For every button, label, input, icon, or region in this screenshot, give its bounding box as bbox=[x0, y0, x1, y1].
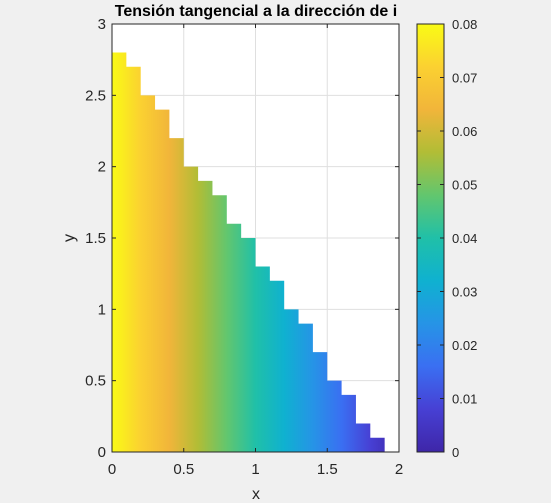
colorbar-tick-label: 0.08 bbox=[452, 17, 477, 32]
heatmap-column-1 bbox=[126, 67, 140, 452]
x-tick-label: 1 bbox=[251, 461, 259, 478]
x-axis-label: x bbox=[252, 486, 260, 503]
x-tick-label: 2 bbox=[395, 461, 403, 478]
y-tick-label: 1 bbox=[98, 301, 106, 318]
heatmap-column-6 bbox=[198, 181, 212, 452]
y-tick-label: 2.5 bbox=[85, 87, 106, 104]
heatmap-column-4 bbox=[169, 138, 183, 452]
y-tick-label: 0 bbox=[98, 444, 106, 461]
heatmap-column-8 bbox=[227, 224, 241, 452]
heatmap-column-3 bbox=[155, 110, 169, 452]
heatmap-column-18 bbox=[370, 438, 384, 452]
x-tick-label: 1.5 bbox=[317, 461, 338, 478]
heatmap-column-14 bbox=[313, 352, 327, 452]
colorbar-tick-label: 0.07 bbox=[452, 71, 477, 86]
heatmap-column-16 bbox=[342, 395, 356, 452]
y-tick-label: 3 bbox=[98, 16, 106, 33]
heatmap-column-15 bbox=[327, 381, 341, 452]
y-tick-label: 2 bbox=[98, 159, 106, 176]
colorbar-tick-label: 0.03 bbox=[452, 285, 477, 300]
heatmap-column-10 bbox=[256, 267, 270, 452]
heatmap-column-5 bbox=[184, 167, 198, 452]
heatmap-column-9 bbox=[241, 238, 255, 452]
x-tick-label: 0 bbox=[108, 461, 116, 478]
heatmap-column-7 bbox=[212, 195, 226, 452]
y-axis-label: y bbox=[61, 234, 78, 242]
heatmap-column-2 bbox=[141, 95, 155, 452]
heatmap-column-11 bbox=[270, 281, 284, 452]
colorbar-tick-label: 0.06 bbox=[452, 124, 477, 139]
colorbar-tick-label: 0.02 bbox=[452, 338, 477, 353]
colorbar-tick-label: 0.04 bbox=[452, 231, 477, 246]
colorbar bbox=[416, 23, 445, 453]
y-tick-label: 0.5 bbox=[85, 373, 106, 390]
colorbar-tick-label: 0.01 bbox=[452, 392, 477, 407]
heatmap-column-12 bbox=[284, 309, 298, 452]
x-tick-label: 0.5 bbox=[173, 461, 194, 478]
y-tick-label: 1.5 bbox=[85, 230, 106, 247]
heatmap-column-0 bbox=[112, 53, 126, 452]
colorbar-tick-label: 0.05 bbox=[452, 178, 477, 193]
colorbar-tick-label: 0 bbox=[452, 445, 459, 460]
heatmap-column-13 bbox=[299, 324, 313, 452]
heatmap-column-17 bbox=[356, 423, 370, 452]
chart-title: Tensión tangencial a la dirección de i bbox=[115, 3, 397, 20]
